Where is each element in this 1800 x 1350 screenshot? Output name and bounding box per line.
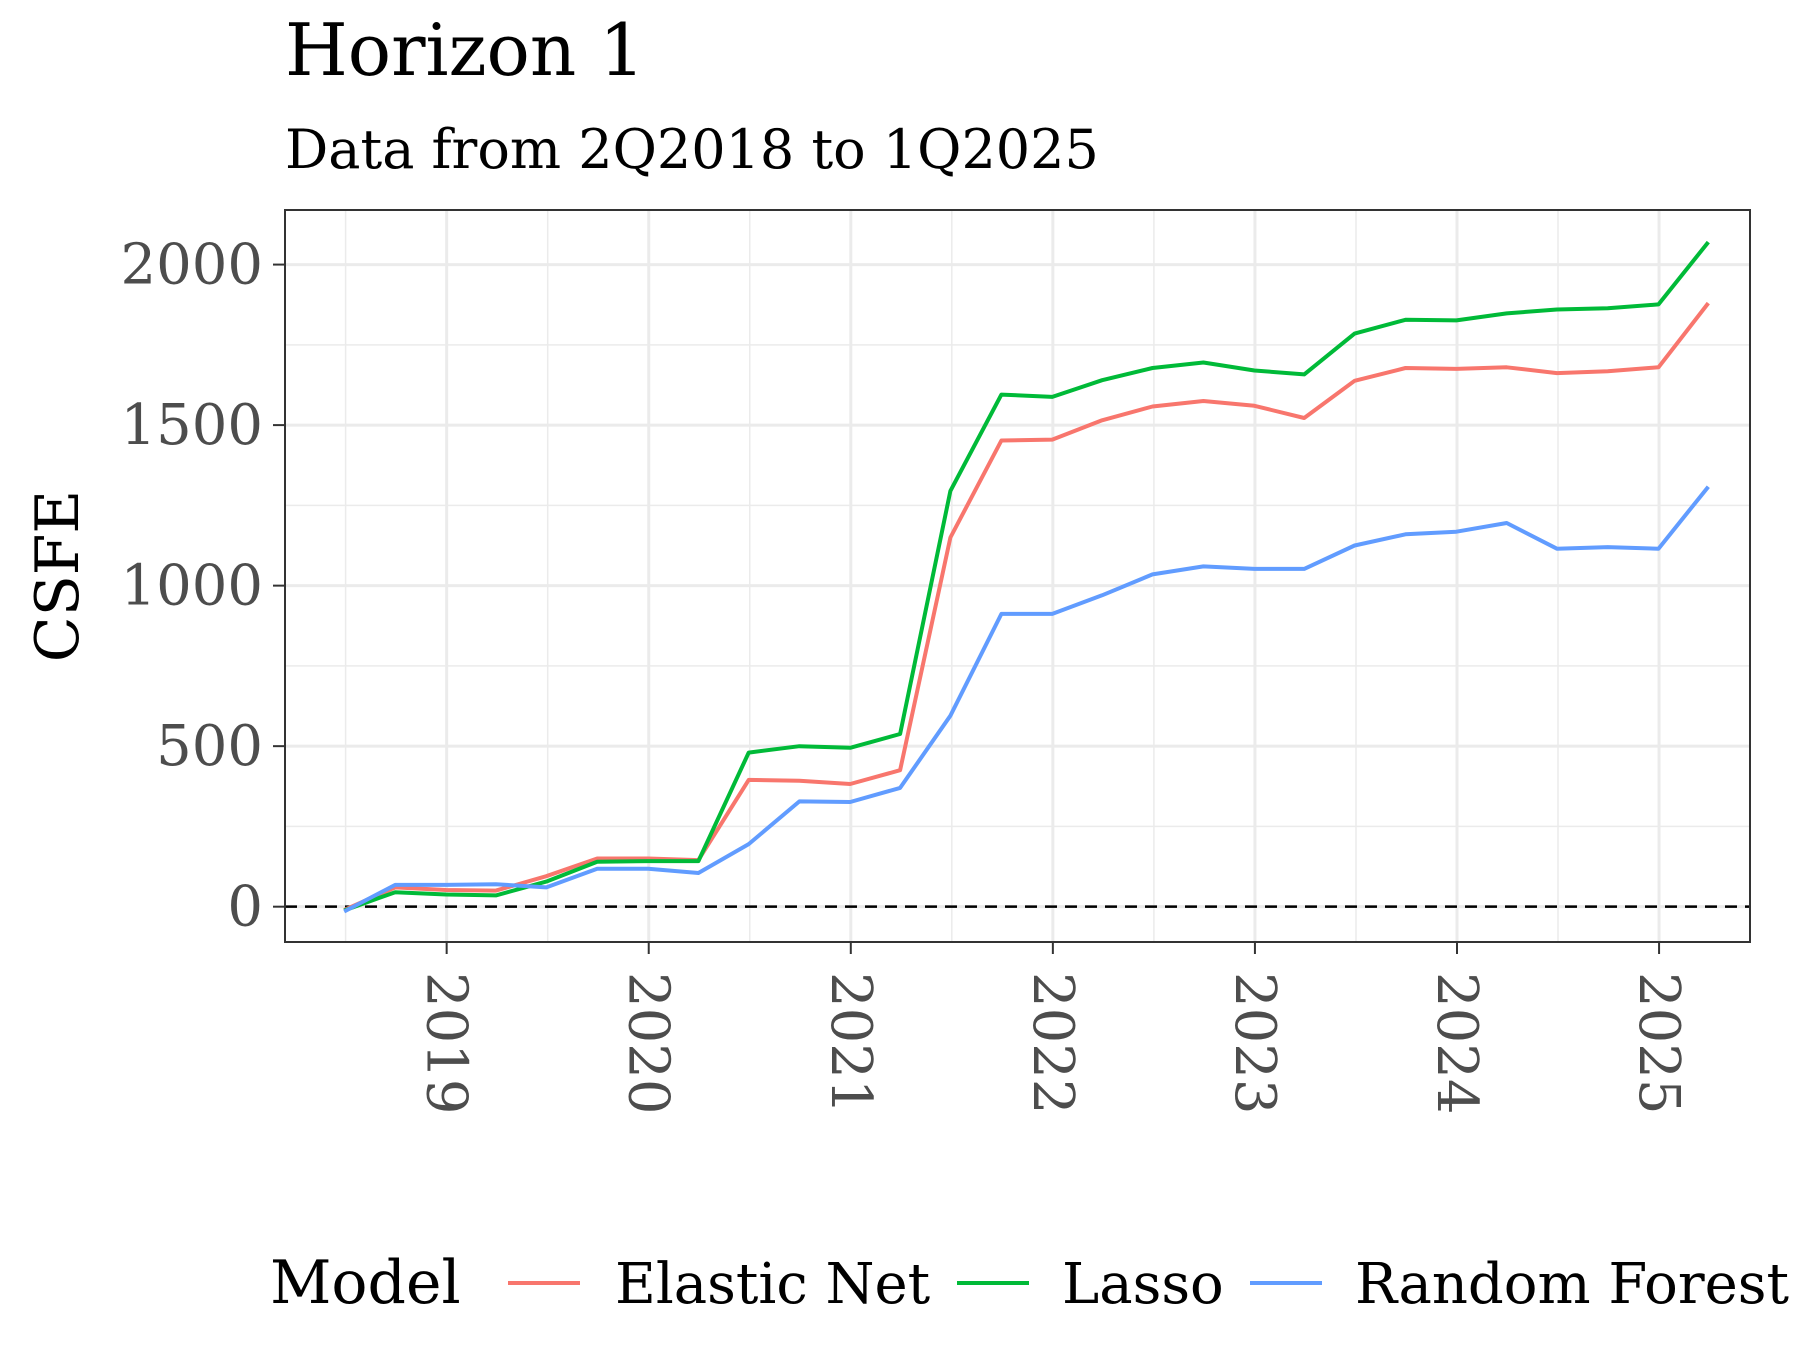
x-tick-label: 2021 xyxy=(818,972,883,1115)
legend-label: Random Forest xyxy=(1355,1252,1790,1317)
x-tick-label: 2024 xyxy=(1424,972,1489,1115)
chart-title: Horizon 1 xyxy=(285,8,645,92)
series-line-lasso xyxy=(343,240,1710,913)
x-tick-label: 2019 xyxy=(414,972,479,1115)
y-tick-label: 1500 xyxy=(120,393,263,458)
legend-label: Elastic Net xyxy=(615,1252,931,1317)
x-tick-label: 2020 xyxy=(616,972,681,1115)
plot-panel-border xyxy=(284,209,1751,943)
y-tick-label: 1000 xyxy=(120,554,263,619)
series-line-elastic-net xyxy=(343,301,1710,912)
plot-background xyxy=(285,210,1750,942)
series-layer xyxy=(343,240,1710,914)
y-tick-label: 0 xyxy=(227,875,263,940)
chart-subtitle: Data from 2Q2018 to 1Q2025 xyxy=(285,118,1099,181)
x-tick-label: 2022 xyxy=(1020,972,1085,1115)
x-tick-label: 2025 xyxy=(1626,972,1691,1115)
legend-title: Model xyxy=(270,1248,461,1318)
x-tick-label: 2023 xyxy=(1222,972,1287,1115)
y-axis: 0 500 1000 1500 2000 xyxy=(120,233,285,940)
y-tick-label: 2000 xyxy=(120,233,263,298)
y-tick-label: 500 xyxy=(156,714,263,779)
x-axis: 2019 2020 2021 2022 2023 2024 2025 xyxy=(414,942,1691,1115)
series-line-random-forest xyxy=(343,485,1710,914)
legend: Model Elastic Net Lasso Random Forest xyxy=(270,1248,1790,1318)
y-axis-title: CSFE xyxy=(23,490,93,662)
legend-label: Lasso xyxy=(1062,1252,1224,1317)
grid-minor xyxy=(285,210,1750,942)
